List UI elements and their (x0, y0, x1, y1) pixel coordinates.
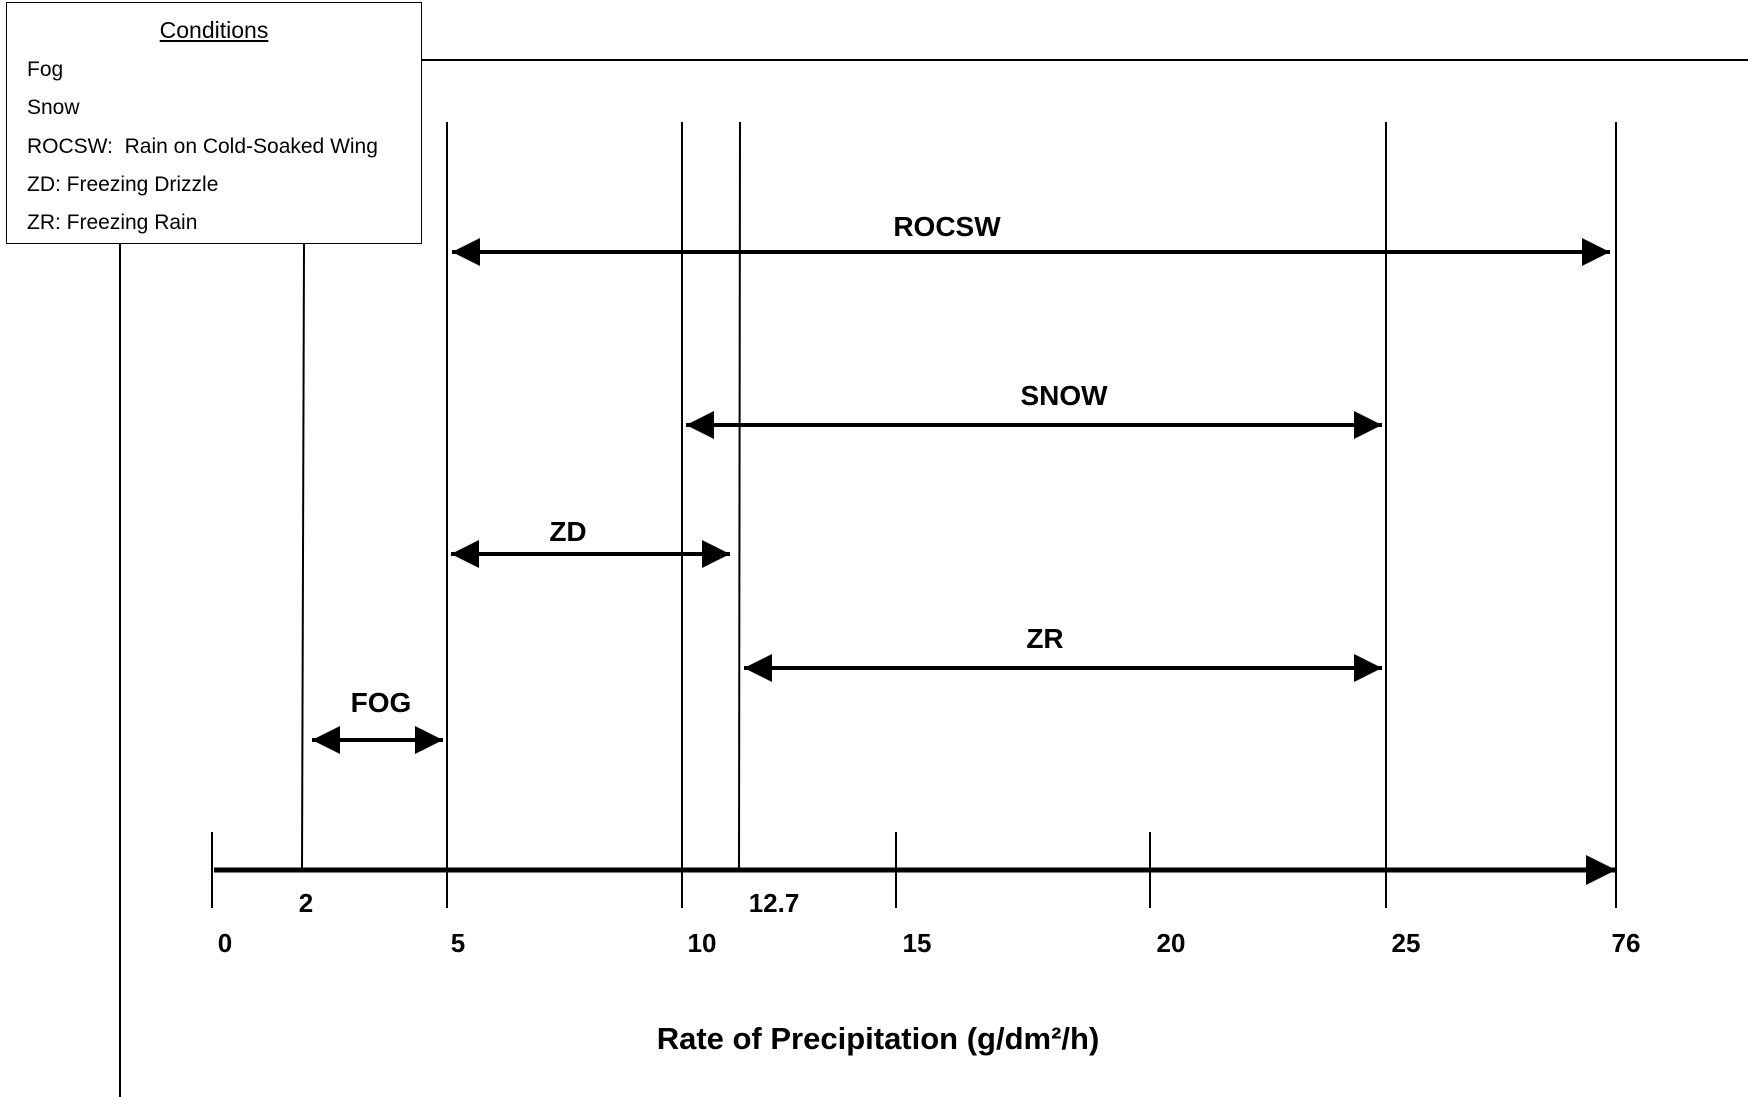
legend-item-fog: Fog (27, 58, 64, 81)
legend-item-zr: ZR: Freezing Rain (27, 211, 198, 234)
legend-item-zd: ZD: Freezing Drizzle (27, 173, 219, 196)
range-label-zr: ZR (1026, 623, 1063, 654)
tick-label-25: 25 (1392, 928, 1421, 958)
boundary-line-2 (301, 243, 305, 871)
tick-label-76: 76 (1612, 928, 1641, 958)
conditions-legend: Conditions Fog Snow ROCSW: Rain on Cold-… (6, 2, 422, 244)
range-label-fog: FOG (351, 687, 412, 718)
tick-label-12-7: 12.7 (749, 888, 800, 918)
legend-item-snow: Snow (27, 96, 80, 119)
tick-label-10: 10 (688, 928, 717, 958)
range-label-zd: ZD (549, 516, 586, 547)
boundary-line-12-7 (738, 121, 741, 871)
tick-label-2: 2 (299, 888, 313, 918)
tick-label-20: 20 (1157, 928, 1186, 958)
legend-item-rocsw: ROCSW: Rain on Cold-Soaked Wing (27, 135, 378, 158)
tick-label-0: 0 (218, 928, 232, 958)
tick-label-5: 5 (451, 928, 465, 958)
range-label-snow: SNOW (1020, 380, 1108, 411)
tick-label-15: 15 (903, 928, 932, 958)
axis-title: Rate of Precipitation (g/dm²/h) (657, 1021, 1100, 1056)
range-label-rocsw: ROCSW (893, 211, 1001, 242)
legend-title: Conditions (159, 17, 269, 43)
